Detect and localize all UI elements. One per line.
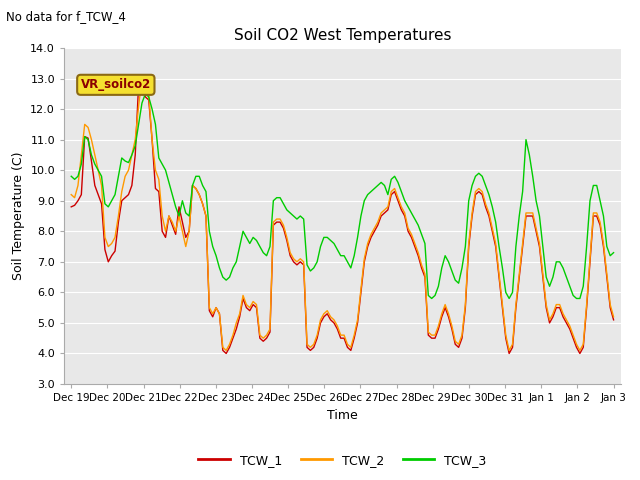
TCW_2 bbox=[222, 348, 230, 353]
TCW_3 bbox=[431, 292, 439, 298]
X-axis label: Time: Time bbox=[327, 408, 358, 421]
Line: TCW_2: TCW_2 bbox=[71, 79, 614, 350]
Legend: TCW_1, TCW_2, TCW_3: TCW_1, TCW_2, TCW_3 bbox=[193, 449, 492, 472]
TCW_2 bbox=[115, 213, 122, 219]
TCW_1 bbox=[250, 302, 257, 308]
TCW_2 bbox=[610, 314, 618, 320]
Text: VR_soilco2: VR_soilco2 bbox=[81, 78, 151, 91]
TCW_1 bbox=[431, 336, 439, 341]
Line: TCW_1: TCW_1 bbox=[71, 83, 614, 353]
TCW_3 bbox=[428, 296, 435, 301]
Title: Soil CO2 West Temperatures: Soil CO2 West Temperatures bbox=[234, 28, 451, 43]
TCW_2 bbox=[506, 348, 513, 353]
TCW_2 bbox=[509, 341, 516, 347]
TCW_3 bbox=[509, 289, 516, 295]
TCW_3 bbox=[115, 173, 122, 179]
TCW_3 bbox=[610, 250, 618, 255]
TCW_2 bbox=[431, 332, 439, 338]
TCW_3 bbox=[250, 235, 257, 240]
TCW_3 bbox=[67, 173, 75, 179]
Y-axis label: Soil Temperature (C): Soil Temperature (C) bbox=[12, 152, 25, 280]
Text: No data for f_TCW_4: No data for f_TCW_4 bbox=[6, 10, 126, 23]
TCW_3 bbox=[141, 91, 149, 96]
TCW_1 bbox=[506, 350, 513, 356]
TCW_1 bbox=[138, 80, 146, 86]
TCW_1 bbox=[610, 317, 618, 323]
TCW_1 bbox=[222, 350, 230, 356]
Line: TCW_3: TCW_3 bbox=[71, 94, 614, 299]
TCW_2 bbox=[253, 302, 260, 308]
TCW_1 bbox=[115, 219, 122, 225]
TCW_2 bbox=[250, 299, 257, 304]
TCW_3 bbox=[246, 240, 253, 246]
TCW_3 bbox=[506, 296, 513, 301]
TCW_1 bbox=[67, 204, 75, 210]
TCW_2 bbox=[138, 76, 146, 82]
TCW_1 bbox=[509, 345, 516, 350]
TCW_1 bbox=[253, 305, 260, 311]
TCW_2 bbox=[67, 192, 75, 197]
